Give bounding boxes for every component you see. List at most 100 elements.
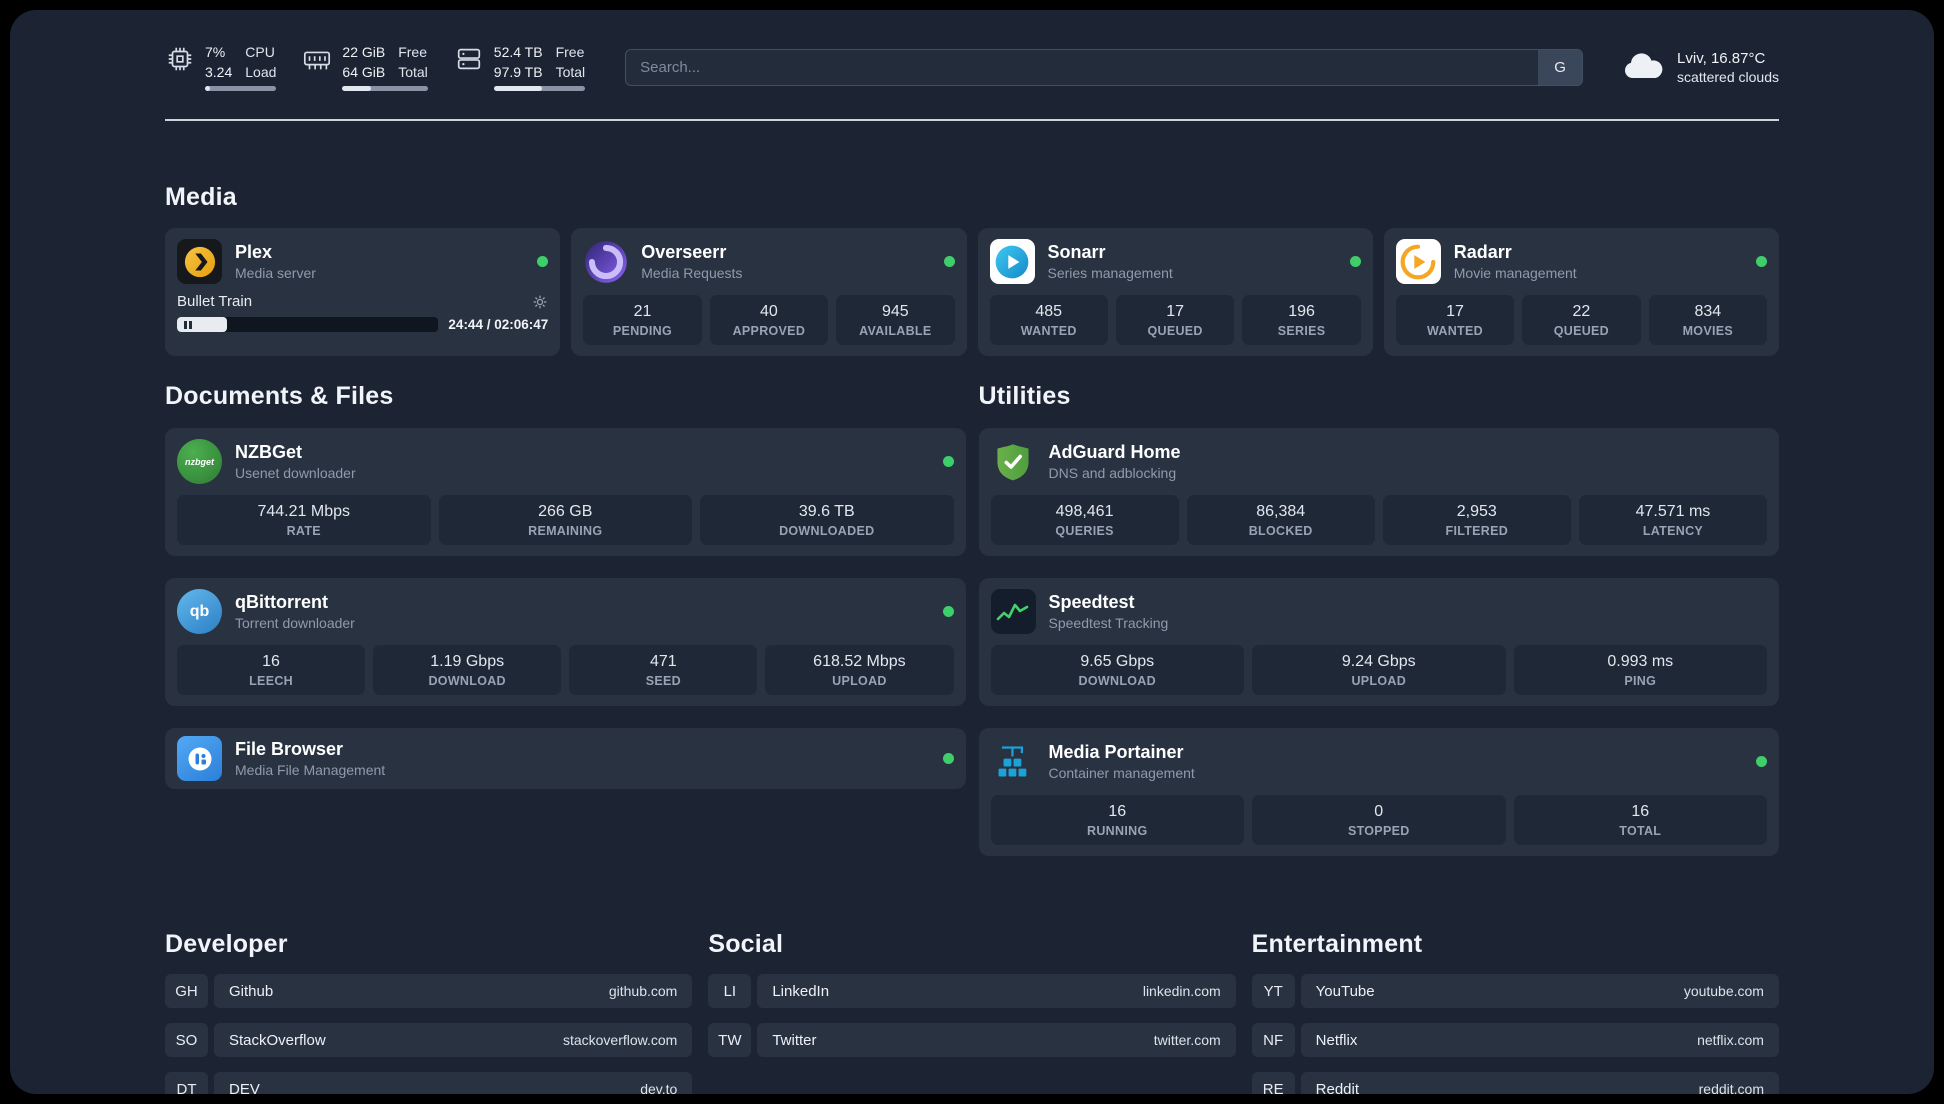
app-card-sonarr[interactable]: Sonarr Series management 485 WANTED 17 Q…	[977, 228, 1373, 356]
status-online-dot	[943, 256, 955, 267]
stat-total: 16 TOTAL	[1513, 795, 1767, 845]
stat-blocked: 86,384 BLOCKED	[1186, 495, 1375, 545]
bookmark-abbr: NF	[1251, 1023, 1295, 1057]
stat-queued: 22 QUEUED	[1522, 295, 1641, 345]
bookmark-url: linkedin.com	[1142, 983, 1221, 999]
portainer-icon	[991, 739, 1036, 784]
app-card-qbittorrent[interactable]: qb qBittorrent Torrent downloader 16 LEE…	[165, 578, 966, 706]
cpu-percent: 7%	[205, 44, 226, 60]
bookmark-name: Twitter	[772, 1031, 817, 1049]
cpu-load-label: Load	[245, 63, 277, 80]
app-card-nzbget[interactable]: nzbget NZBGet Usenet downloader 744.21 M…	[165, 428, 966, 556]
app-subtitle: Usenet downloader	[235, 465, 356, 482]
speedtest-icon	[990, 589, 1036, 634]
bookmark-abbr: YT	[1251, 974, 1295, 1008]
stat-series: 196 SERIES	[1242, 295, 1361, 345]
app-subtitle: Movie management	[1453, 265, 1577, 282]
bookmark-url: twitter.com	[1153, 1032, 1221, 1048]
bookmark-name: YouTube	[1315, 982, 1375, 1000]
playback-progress-bar[interactable]	[177, 317, 439, 332]
now-playing-title: Bullet Train	[177, 293, 253, 310]
app-card-plex[interactable]: Plex Media server Bullet Train	[165, 228, 561, 356]
bookmark-dev[interactable]: DT DEV dev.to	[165, 1072, 693, 1094]
bookmark-abbr: LI	[708, 974, 752, 1008]
stat-queued: 17 QUEUED	[1115, 295, 1235, 345]
bookmark-name: Reddit	[1315, 1080, 1360, 1095]
bookmark-name: StackOverflow	[229, 1031, 326, 1049]
pause-icon[interactable]	[184, 320, 187, 329]
app-subtitle: Series management	[1047, 265, 1173, 282]
disk-free-label: Free	[555, 44, 585, 60]
search-engine-button[interactable]: G	[1538, 50, 1583, 85]
app-name: File Browser	[235, 738, 344, 759]
search-bar: G	[625, 49, 1584, 86]
bookmark-url: youtube.com	[1683, 983, 1764, 999]
stat-movies: 834 MOVIES	[1648, 295, 1768, 345]
app-subtitle: Media server	[235, 265, 316, 282]
bookmark-github[interactable]: GH Github github.com	[165, 974, 693, 1008]
header-divider	[165, 119, 1779, 121]
bookmark-abbr: GH	[165, 974, 208, 1008]
app-card-speedtest[interactable]: Speedtest Speedtest Tracking 9.65 Gbps D…	[978, 578, 1779, 706]
bookmark-youtube[interactable]: YT YouTube youtube.com	[1251, 974, 1779, 1008]
gear-icon[interactable]	[532, 294, 548, 310]
app-name: Speedtest	[1048, 591, 1135, 612]
ram-free-label: Free	[398, 44, 428, 60]
radarr-icon	[1395, 239, 1441, 284]
section-title-developer: Developer	[165, 930, 288, 958]
status-online-dot	[1756, 256, 1767, 267]
app-name: Sonarr	[1047, 241, 1106, 262]
dashboard-content: 7% 3.24 CPU Load	[165, 10, 1779, 1094]
cpu-bar	[205, 86, 277, 91]
documents-column: Documents & Files nzbget NZBGet Usenet d…	[165, 382, 966, 856]
app-card-radarr[interactable]: Radarr Movie management 17 WANTED 22 QUE…	[1383, 228, 1779, 356]
section-title-media: Media	[165, 183, 237, 211]
weather-widget: Lviv, 16.87°C scattered clouds	[1621, 50, 1779, 85]
ram-total-value: 64 GiB	[342, 63, 386, 80]
disk-total-value: 97.9 TB	[493, 63, 543, 80]
section-title-entertainment: Entertainment	[1251, 930, 1423, 958]
nzbget-icon: nzbget	[177, 439, 222, 484]
disk-total-label: Total	[555, 63, 586, 80]
stat-download: 1.19 Gbps DOWNLOAD	[373, 645, 562, 695]
bookmark-abbr: RE	[1251, 1072, 1295, 1094]
stat-seed: 471 SEED	[569, 645, 758, 695]
app-card-overseerr[interactable]: Overseerr Media Requests 21 PENDING 40 A…	[571, 228, 967, 356]
status-online-dot	[942, 456, 954, 467]
overseerr-icon	[583, 239, 628, 284]
bookmark-group-social: Social LI LinkedIn linkedin.com TW Twitt…	[708, 930, 1236, 1094]
status-online-dot	[537, 256, 549, 267]
bookmark-reddit[interactable]: RE Reddit reddit.com	[1251, 1072, 1779, 1095]
search-input[interactable]	[625, 49, 1584, 86]
app-name: AdGuard Home	[1048, 441, 1181, 462]
app-name: Plex	[235, 241, 273, 262]
bookmark-name: Github	[229, 982, 274, 1000]
media-cards-row: Plex Media server Bullet Train	[165, 228, 1779, 356]
ram-widget: 22 GiB 64 GiB Free Total	[302, 44, 428, 91]
bookmark-url: netflix.com	[1697, 1032, 1764, 1048]
stat-wanted: 485 WANTED	[989, 295, 1108, 345]
qbittorrent-icon: qb	[177, 589, 222, 634]
bookmark-netflix[interactable]: NF Netflix netflix.com	[1251, 1023, 1779, 1057]
status-online-dot	[1756, 756, 1767, 767]
app-card-portainer[interactable]: Media Portainer Container management 16 …	[978, 728, 1779, 856]
stat-upload: 618.52 Mbps UPLOAD	[765, 645, 954, 695]
ram-total-label: Total	[398, 63, 428, 80]
bookmark-twitter[interactable]: TW Twitter twitter.com	[708, 1023, 1236, 1057]
stat-download: 9.65 Gbps DOWNLOAD	[990, 645, 1244, 695]
header: 7% 3.24 CPU Load	[165, 44, 1779, 91]
cpu-load-value: 3.24	[205, 63, 233, 80]
bookmark-linkedin[interactable]: LI LinkedIn linkedin.com	[708, 974, 1236, 1008]
status-online-dot	[1349, 256, 1361, 267]
app-card-filebrowser[interactable]: File Browser Media File Management	[165, 728, 966, 789]
app-subtitle: Speedtest Tracking	[1048, 615, 1169, 632]
ram-bar	[342, 86, 428, 91]
filebrowser-icon	[177, 736, 222, 781]
bookmark-url: stackoverflow.com	[562, 1032, 678, 1048]
bookmark-group-developer: Developer GH Github github.com SO StackO…	[165, 930, 693, 1094]
bookmark-stackoverflow[interactable]: SO StackOverflow stackoverflow.com	[165, 1023, 693, 1057]
app-card-adguard[interactable]: AdGuard Home DNS and adblocking 498,461 …	[978, 428, 1779, 556]
plex-now-playing: Bullet Train 24:44 / 02:06:47	[177, 293, 548, 332]
stat-approved: 40 APPROVED	[709, 295, 829, 345]
ram-icon	[302, 44, 332, 74]
